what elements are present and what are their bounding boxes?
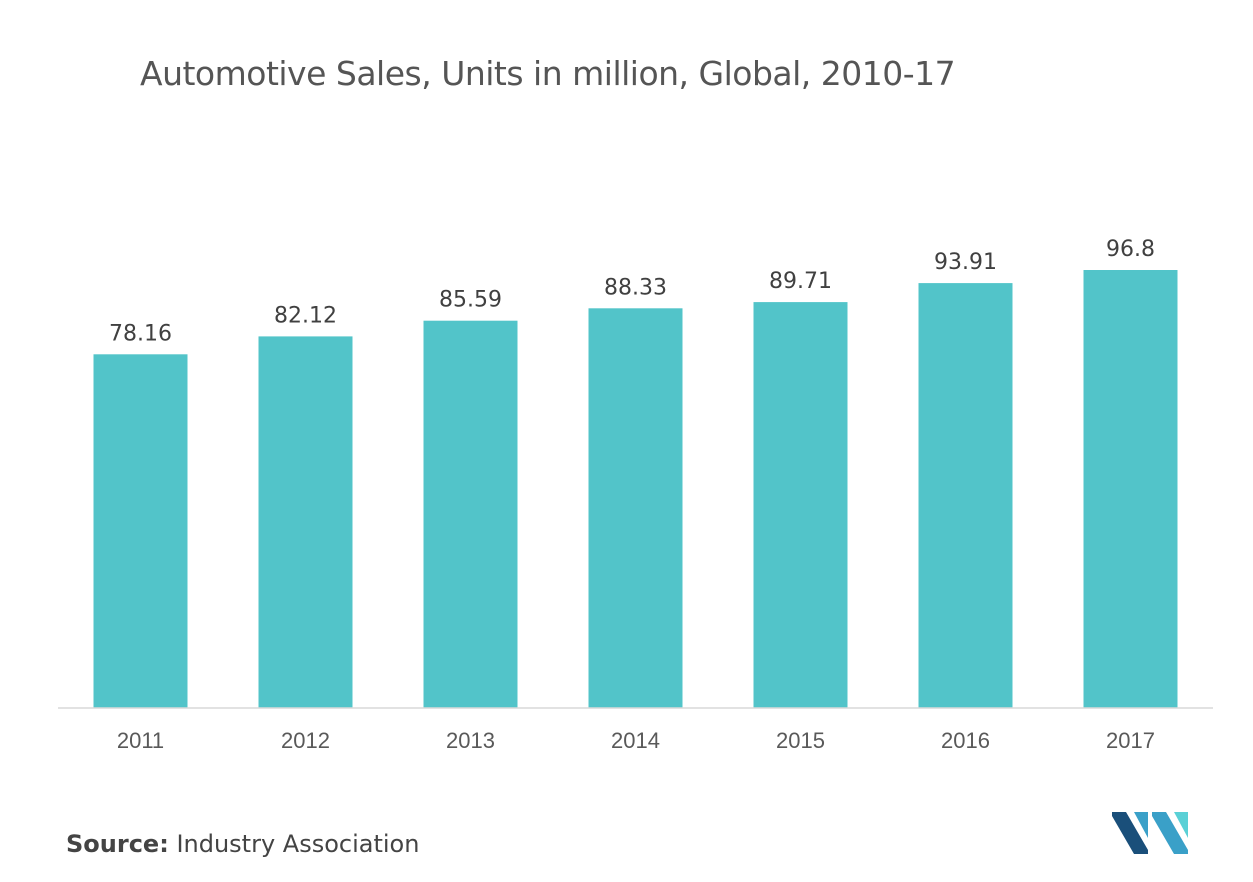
value-label-2016: 93.91 [934, 250, 997, 275]
value-label-2014: 88.33 [604, 275, 667, 300]
value-label-2015: 89.71 [769, 269, 832, 294]
x-tick-label-2014: 2014 [611, 728, 660, 753]
source-label: Source: [66, 830, 169, 858]
value-label-2012: 82.12 [274, 303, 337, 328]
x-tick-label-2015: 2015 [776, 728, 825, 753]
source-text: Industry Association [176, 830, 420, 858]
bar-2016 [918, 283, 1013, 708]
logo-shape-mid [1134, 812, 1148, 838]
value-label-2013: 85.59 [439, 288, 502, 313]
bar-2011 [93, 354, 188, 708]
x-tick-label-2012: 2012 [281, 728, 330, 753]
bar-2013 [423, 320, 518, 708]
value-label-2011: 78.16 [109, 321, 172, 346]
logo-shape-right [1152, 812, 1188, 854]
bars-group [93, 270, 1178, 708]
tick-labels-group: 2011 2012 2013 2014 2015 2016 2017 [117, 728, 1155, 753]
bar-2014 [588, 308, 683, 708]
chart-title: Automotive Sales, Units in million, Glob… [140, 54, 956, 93]
x-tick-label-2013: 2013 [446, 728, 495, 753]
logo-shape-right-accent [1174, 812, 1188, 838]
bar-2017 [1083, 270, 1178, 708]
logo-shape-left [1112, 812, 1148, 854]
source-note: Source: Industry Association [66, 830, 419, 858]
value-labels-group: 78.16 82.12 85.59 88.33 89.71 93.91 96.8 [109, 237, 1155, 346]
bar-2012 [258, 336, 353, 708]
x-tick-label-2017: 2017 [1106, 728, 1155, 753]
value-label-2017: 96.8 [1106, 237, 1155, 262]
x-tick-label-2011: 2011 [117, 728, 164, 753]
bar-2015 [753, 302, 848, 708]
x-tick-label-2016: 2016 [941, 728, 990, 753]
mordor-intelligence-logo-icon [1112, 812, 1188, 854]
